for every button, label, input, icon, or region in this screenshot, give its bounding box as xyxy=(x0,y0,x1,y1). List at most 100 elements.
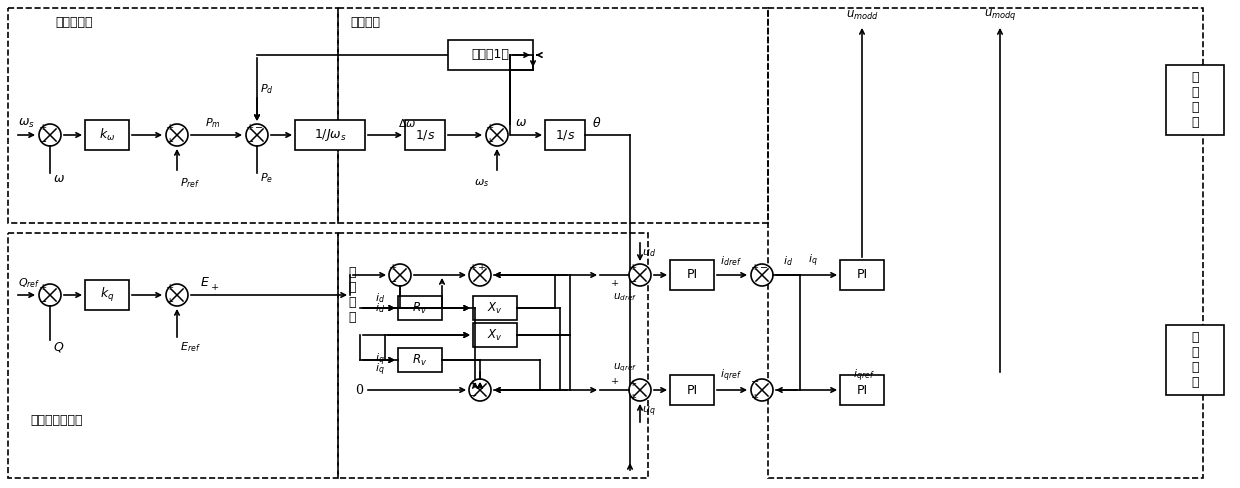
Circle shape xyxy=(38,284,61,306)
Text: 0: 0 xyxy=(355,384,363,396)
Text: +: + xyxy=(486,123,494,133)
Text: $X_v$: $X_v$ xyxy=(487,327,502,343)
Text: +: + xyxy=(166,123,174,133)
Text: +: + xyxy=(211,284,219,292)
Text: −: − xyxy=(389,278,397,286)
Text: +: + xyxy=(38,284,47,292)
Text: +: + xyxy=(751,392,759,402)
Text: $R_v$: $R_v$ xyxy=(413,301,428,316)
Text: $i_q$: $i_q$ xyxy=(376,352,384,368)
Text: $\theta$: $\theta$ xyxy=(591,116,601,130)
Text: +: + xyxy=(469,264,477,272)
Text: $P_e$: $P_e$ xyxy=(260,171,273,185)
Bar xyxy=(839,375,884,405)
Text: $E$: $E$ xyxy=(200,277,210,289)
Circle shape xyxy=(486,124,508,146)
Text: $i_d$: $i_d$ xyxy=(374,301,384,315)
Text: −: − xyxy=(760,264,768,272)
Bar xyxy=(398,348,441,372)
Text: 虚
拟
定
子: 虚 拟 定 子 xyxy=(348,266,356,324)
Text: +: + xyxy=(166,138,174,146)
Circle shape xyxy=(751,264,773,286)
Text: $k_\omega$: $k_\omega$ xyxy=(99,127,115,143)
Bar xyxy=(472,296,517,320)
Text: +: + xyxy=(629,264,637,272)
Text: 虚拟调速器: 虚拟调速器 xyxy=(55,16,93,28)
Text: $\Delta\omega$: $\Delta\omega$ xyxy=(398,117,417,129)
Bar xyxy=(405,120,445,150)
Text: $\omega_s$: $\omega_s$ xyxy=(19,117,35,129)
Text: $u_d$: $u_d$ xyxy=(642,247,656,259)
Text: +: + xyxy=(166,298,174,306)
Circle shape xyxy=(246,124,268,146)
Bar xyxy=(398,296,441,320)
Bar xyxy=(839,260,884,290)
Circle shape xyxy=(38,124,61,146)
Text: $i_q$: $i_q$ xyxy=(376,362,384,378)
Bar xyxy=(7,233,339,478)
Circle shape xyxy=(751,379,773,401)
Text: +: + xyxy=(751,264,759,272)
Text: $i_d$: $i_d$ xyxy=(374,291,386,305)
Text: +: + xyxy=(629,379,637,387)
Bar xyxy=(448,40,532,70)
Circle shape xyxy=(629,264,651,286)
Bar xyxy=(339,233,649,478)
Text: $i_q$: $i_q$ xyxy=(808,253,817,269)
Text: $P_m$: $P_m$ xyxy=(205,116,221,130)
Bar xyxy=(295,120,365,150)
Text: $\omega$: $\omega$ xyxy=(515,117,527,129)
Text: PI: PI xyxy=(687,384,698,396)
Text: $1/s$: $1/s$ xyxy=(554,128,575,142)
Text: $i_d$: $i_d$ xyxy=(782,254,794,268)
Text: $R_v$: $R_v$ xyxy=(413,352,428,367)
Text: $P_d$: $P_d$ xyxy=(260,82,274,96)
Text: +: + xyxy=(611,279,619,287)
Text: $u_{qref}$: $u_{qref}$ xyxy=(613,362,637,374)
Text: $u_q$: $u_q$ xyxy=(642,405,656,419)
Bar xyxy=(86,280,129,310)
Text: +: + xyxy=(629,392,637,402)
Text: −: − xyxy=(469,392,477,402)
Text: +: + xyxy=(469,379,477,387)
Circle shape xyxy=(166,284,188,306)
Circle shape xyxy=(166,124,188,146)
Text: PI: PI xyxy=(857,384,868,396)
Text: $\omega_s$: $\omega_s$ xyxy=(474,177,489,189)
Text: +: + xyxy=(166,284,174,292)
Bar xyxy=(7,8,339,223)
Text: 电
压
内
环: 电 压 内 环 xyxy=(1192,331,1199,389)
Text: $1/s$: $1/s$ xyxy=(415,128,435,142)
Text: 虚拟转子: 虚拟转子 xyxy=(350,16,379,28)
Text: $\omega$: $\omega$ xyxy=(53,171,64,184)
Text: $Q$: $Q$ xyxy=(53,340,64,354)
Text: $u_{modd}$: $u_{modd}$ xyxy=(846,8,878,21)
Circle shape xyxy=(469,264,491,286)
Bar xyxy=(768,8,1203,478)
Text: $u_{dref}$: $u_{dref}$ xyxy=(613,291,637,303)
Text: $i_{qref}$: $i_{qref}$ xyxy=(720,368,742,384)
Text: $i_{qref}$: $i_{qref}$ xyxy=(853,368,875,384)
Text: 虚拟励磁控制器: 虚拟励磁控制器 xyxy=(30,413,83,427)
Text: PI: PI xyxy=(857,268,868,282)
Text: +: + xyxy=(477,264,486,272)
Text: $Q_{ref}$: $Q_{ref}$ xyxy=(19,276,41,290)
Circle shape xyxy=(389,264,410,286)
Text: −: − xyxy=(38,138,47,146)
Text: +: + xyxy=(389,264,397,272)
Text: $k_q$: $k_q$ xyxy=(99,286,114,304)
Circle shape xyxy=(629,379,651,401)
Bar xyxy=(1166,325,1224,395)
Bar xyxy=(86,120,129,150)
Bar xyxy=(472,323,517,347)
Bar xyxy=(546,120,585,150)
Text: +: + xyxy=(246,123,254,133)
Text: −: − xyxy=(629,278,637,286)
Text: $i_{dref}$: $i_{dref}$ xyxy=(720,254,742,268)
Bar xyxy=(339,8,768,223)
Text: 公式（1）: 公式（1） xyxy=(471,48,508,61)
Text: $1/J\omega_s$: $1/J\omega_s$ xyxy=(314,127,346,143)
Text: −: − xyxy=(751,379,759,387)
Text: $E_{ref}$: $E_{ref}$ xyxy=(180,340,201,354)
Text: +: + xyxy=(486,138,494,146)
